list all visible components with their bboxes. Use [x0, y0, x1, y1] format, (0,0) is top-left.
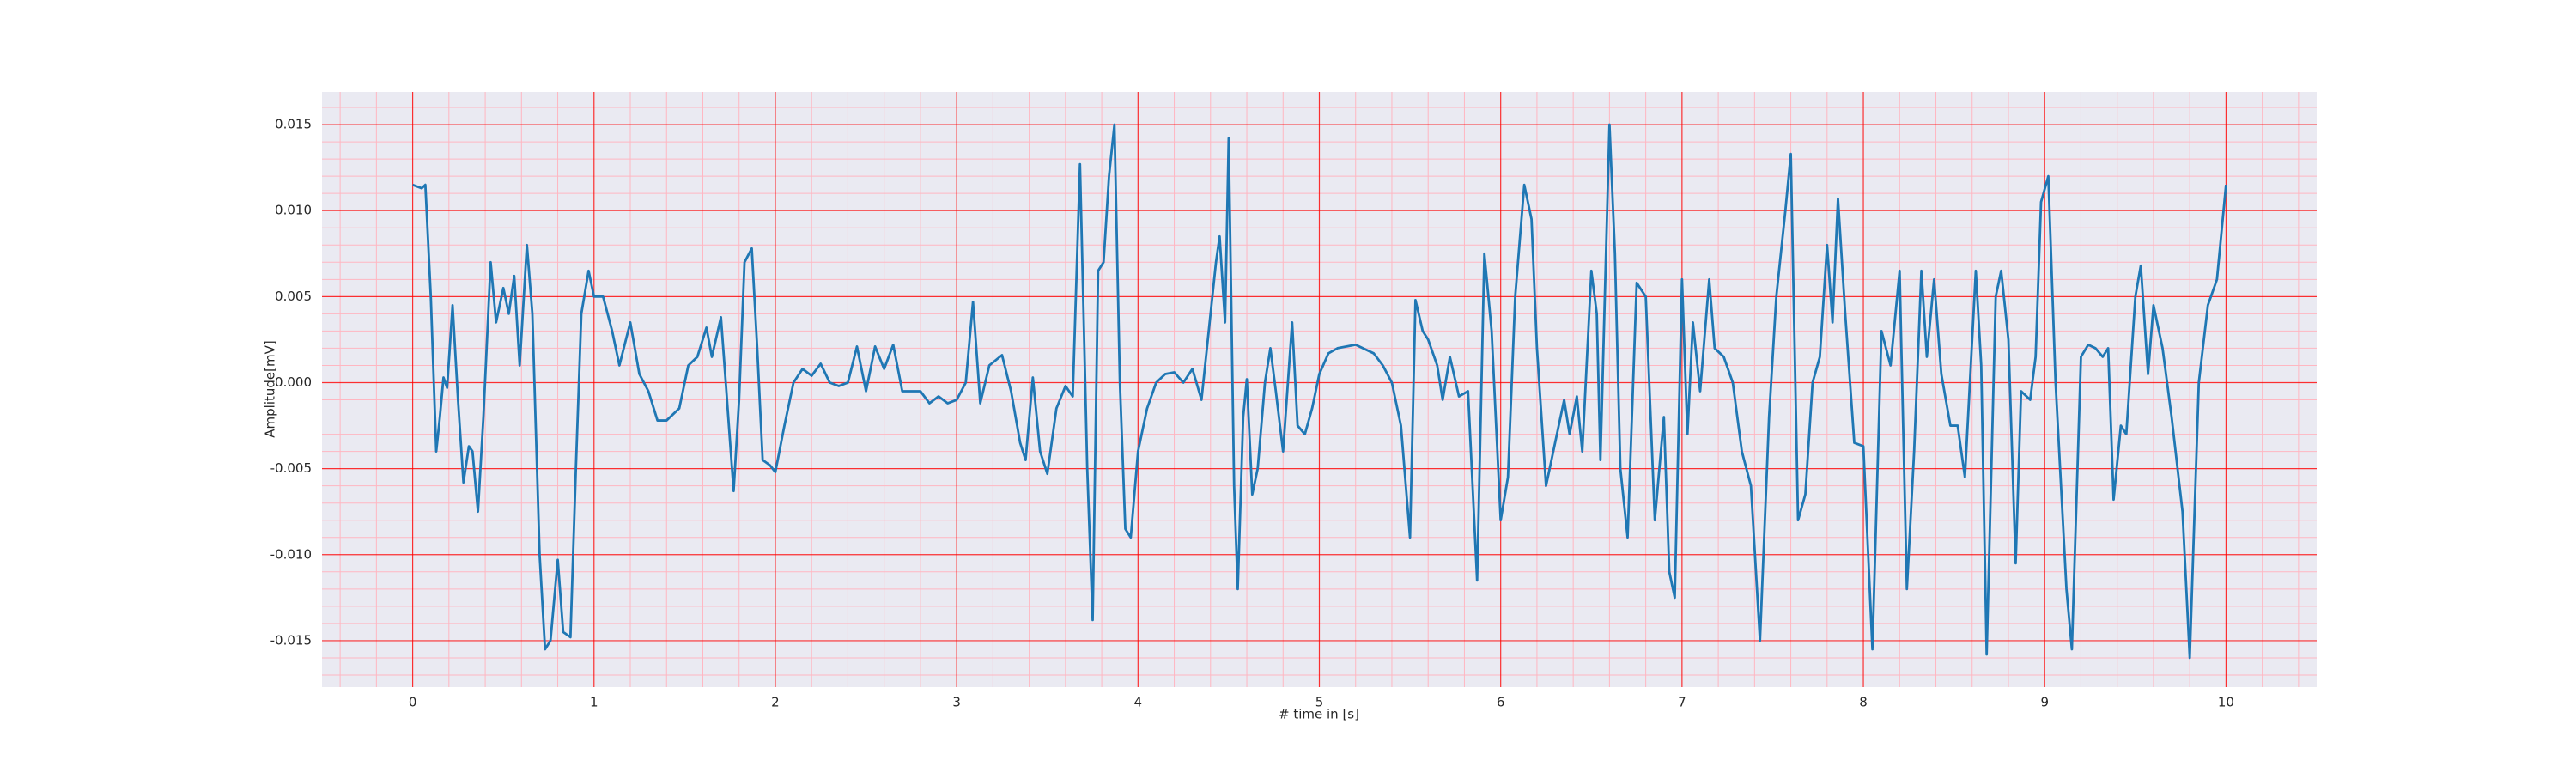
x-tick-label: 2 — [771, 695, 780, 710]
x-tick-label: 6 — [1497, 695, 1505, 710]
x-tick-label: 4 — [1134, 695, 1143, 710]
y-axis-label: Amplitude[mV] — [263, 340, 278, 437]
labels: 0 1 2 3 4 5 6 7 8 9 10 -0.015 -0.010 -0.005 0.000 0.005… — [270, 117, 2234, 710]
x-tick-label: 1 — [590, 695, 598, 710]
x-tick-label: 3 — [952, 695, 961, 710]
y-tick-label: -0.015 — [270, 632, 312, 648]
x-tick-label: 8 — [1859, 695, 1868, 710]
marks — [412, 123, 2227, 660]
y-tick-label: 0.005 — [275, 289, 312, 304]
signal-line — [412, 123, 2227, 660]
x-tick-label: 7 — [1678, 695, 1686, 710]
x-axis-label: # time in [s] — [1279, 707, 1359, 722]
y-tick-label: -0.005 — [270, 460, 312, 476]
x-tick-label: 10 — [2218, 695, 2234, 710]
y-tick-label: -0.010 — [270, 546, 312, 562]
x-tick-label: 5 — [1315, 695, 1324, 710]
y-tick-label: 0.010 — [275, 203, 312, 218]
x-tick-label: 9 — [2040, 695, 2049, 710]
x-tick-label: 0 — [409, 695, 417, 710]
y-tick-label: 0.000 — [275, 374, 312, 390]
y-tick-label: 0.015 — [275, 117, 312, 132]
